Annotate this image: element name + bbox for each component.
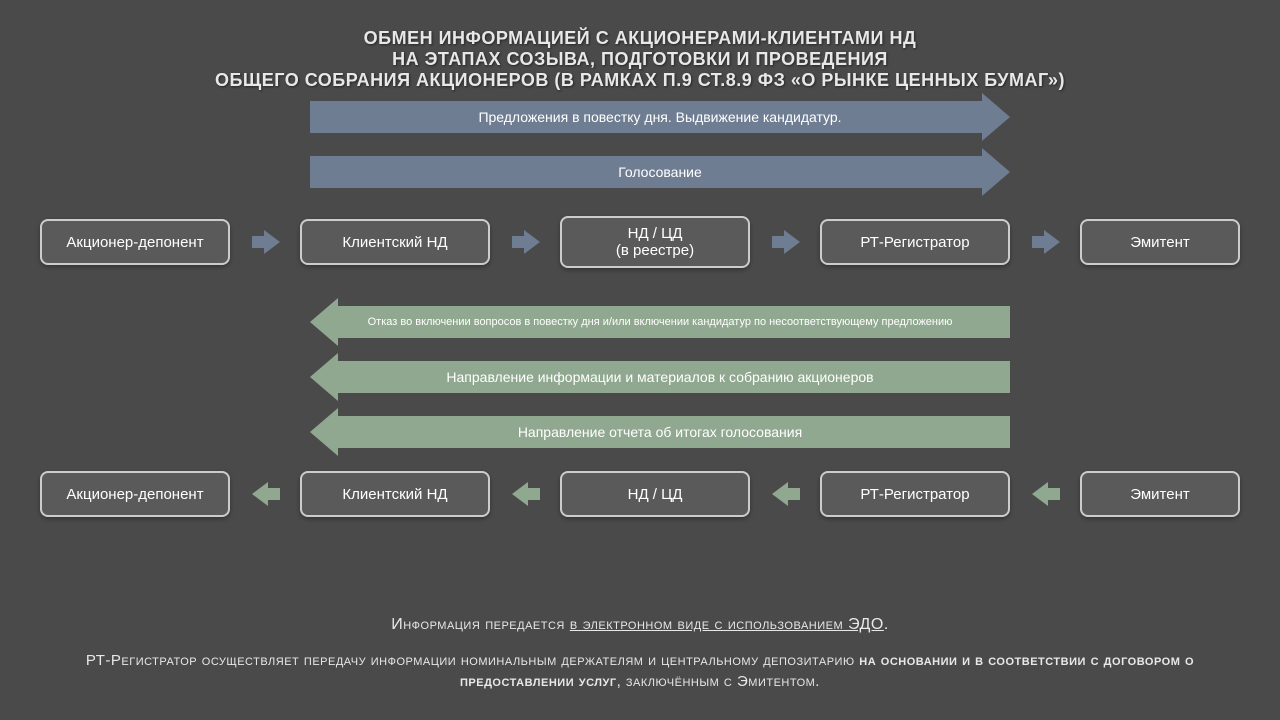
- flow-arrow-label: Направление отчета об итогах голосования: [518, 424, 802, 440]
- flow-arrow: Направление отчета об итогах голосования: [310, 416, 1010, 448]
- flow-node: Акционер-депонент: [40, 471, 230, 517]
- node-row: Акционер-депонент Клиентский НД НД / ЦД(в …: [40, 216, 1240, 268]
- flow-arrow-label: Отказ во включении вопросов в повестку д…: [368, 316, 953, 328]
- footer-line-2: РТ-Регистратор осуществляет передачу инф…: [60, 650, 1220, 692]
- footer-text: Информация передается в электронном виде…: [0, 616, 1280, 692]
- flow-node: РТ-Регистратор: [820, 219, 1010, 265]
- flow-arrow-label: Направление информации и материалов к со…: [446, 369, 873, 385]
- node-row: Акционер-депонент Клиентский НД НД / ЦД РТ-…: [40, 471, 1240, 517]
- footer-1b: .: [884, 616, 889, 633]
- flow-arrow-label: Предложения в повестку дня. Выдвижение к…: [478, 109, 841, 125]
- flow-node: Акционер-депонент: [40, 219, 230, 265]
- flow-node: НД / ЦД(в реестре): [560, 216, 750, 268]
- footer-2a: РТ-Регистратор осуществляет передачу инф…: [86, 652, 859, 669]
- chevron-left-icon: [250, 480, 280, 508]
- flow-node: Эмитент: [1080, 471, 1240, 517]
- footer-line-1: Информация передается в электронном виде…: [60, 616, 1220, 634]
- title-line-2: НА ЭТАПАХ СОЗЫВА, ПОДГОТОВКИ И ПРОВЕДЕНИ…: [40, 49, 1240, 70]
- flow-node: Эмитент: [1080, 219, 1240, 265]
- flow-arrow: Предложения в повестку дня. Выдвижение к…: [310, 101, 1010, 133]
- flow-arrow: Отказ во включении вопросов в повестку д…: [310, 306, 1010, 338]
- chevron-left-icon: [510, 480, 540, 508]
- chevron-right-icon: [1030, 228, 1060, 256]
- flow-arrow: Направление информации и материалов к со…: [310, 361, 1010, 393]
- title-line-3: ОБЩЕГО СОБРАНИЯ АКЦИОНЕРОВ (В РАМКАХ П.9…: [40, 70, 1240, 91]
- chevron-left-icon: [1030, 480, 1060, 508]
- flow-node: НД / ЦД: [560, 471, 750, 517]
- chevron-right-icon: [770, 228, 800, 256]
- flow-arrow: Голосование: [310, 156, 1010, 188]
- flow-node: Клиентский НД: [300, 219, 490, 265]
- chevron-right-icon: [250, 228, 280, 256]
- flow-node: Клиентский НД: [300, 471, 490, 517]
- title-line-1: ОБМЕН ИНФОРМАЦИЕЙ С АКЦИОНЕРАМИ-КЛИЕНТАМ…: [40, 28, 1240, 49]
- footer-2b: , заключённым с Эмитентом.: [617, 673, 820, 690]
- footer-1a: Информация передается: [391, 616, 570, 633]
- flow-arrow-label: Голосование: [618, 164, 702, 180]
- slide-title: ОБМЕН ИНФОРМАЦИЕЙ С АКЦИОНЕРАМИ-КЛИЕНТАМ…: [0, 0, 1280, 101]
- footer-1u: в электронном виде с использованием ЭДО: [570, 616, 884, 633]
- flow-diagram: Предложения в повестку дня. Выдвижение к…: [40, 101, 1240, 541]
- flow-node: РТ-Регистратор: [820, 471, 1010, 517]
- chevron-right-icon: [510, 228, 540, 256]
- chevron-left-icon: [770, 480, 800, 508]
